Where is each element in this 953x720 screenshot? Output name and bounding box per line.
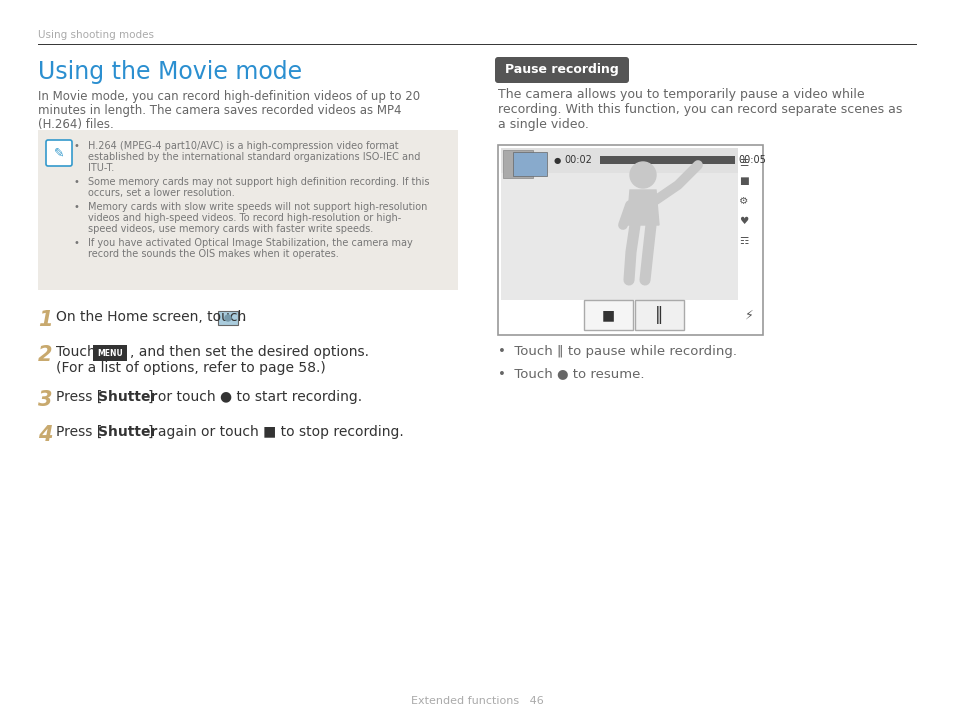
Text: 3: 3 [38, 390, 52, 410]
Text: •: • [74, 141, 80, 151]
Text: ] or touch ● to start recording.: ] or touch ● to start recording. [148, 390, 362, 404]
FancyBboxPatch shape [500, 148, 738, 173]
Text: occurs, set a lower resolution.: occurs, set a lower resolution. [88, 188, 234, 198]
Text: •  Touch ‖ to pause while recording.: • Touch ‖ to pause while recording. [497, 345, 737, 358]
Text: minutes in length. The camera saves recorded videos as MP4: minutes in length. The camera saves reco… [38, 104, 401, 117]
Circle shape [225, 315, 231, 321]
Text: If you have activated Optical Image Stabilization, the camera may: If you have activated Optical Image Stab… [88, 238, 413, 248]
Text: 00:02: 00:02 [563, 155, 591, 165]
Text: Memory cards with slow write speeds will not support high-resolution: Memory cards with slow write speeds will… [88, 202, 427, 212]
FancyBboxPatch shape [92, 345, 127, 361]
Text: Press [: Press [ [56, 390, 102, 404]
Text: •: • [74, 177, 80, 187]
Text: ☶: ☶ [739, 236, 748, 246]
Text: •  Touch ● to resume.: • Touch ● to resume. [497, 367, 644, 380]
Text: , and then set the desired options.: , and then set the desired options. [130, 345, 369, 359]
Circle shape [629, 162, 656, 188]
Text: ●: ● [554, 156, 560, 164]
FancyBboxPatch shape [599, 156, 734, 164]
Text: 1: 1 [38, 310, 52, 330]
Text: ♥: ♥ [739, 216, 748, 226]
Text: ⚡: ⚡ [744, 308, 753, 322]
Text: 00:05: 00:05 [738, 155, 765, 165]
Text: established by the international standard organizations ISO-IEC and: established by the international standar… [88, 152, 420, 162]
Text: Press [: Press [ [56, 425, 102, 439]
Text: (H.264) files.: (H.264) files. [38, 118, 113, 131]
Text: In Movie mode, you can record high-definition videos of up to 20: In Movie mode, you can record high-defin… [38, 90, 419, 103]
Text: 4: 4 [38, 425, 52, 445]
Text: speed videos, use memory cards with faster write speeds.: speed videos, use memory cards with fast… [88, 224, 373, 234]
Text: recording. With this function, you can record separate scenes as: recording. With this function, you can r… [497, 103, 902, 116]
Text: Shutter: Shutter [98, 425, 157, 439]
Polygon shape [626, 190, 659, 225]
FancyBboxPatch shape [513, 152, 546, 176]
Text: ] again or touch ■ to stop recording.: ] again or touch ■ to stop recording. [148, 425, 403, 439]
FancyBboxPatch shape [502, 150, 533, 178]
FancyBboxPatch shape [218, 311, 237, 325]
Text: record the sounds the OIS makes when it operates.: record the sounds the OIS makes when it … [88, 249, 338, 259]
FancyBboxPatch shape [635, 300, 683, 330]
Text: .: . [242, 310, 246, 324]
FancyBboxPatch shape [495, 57, 628, 83]
Text: Shutter: Shutter [98, 390, 157, 404]
Text: Using the Movie mode: Using the Movie mode [38, 60, 302, 84]
Text: ⚙: ⚙ [739, 196, 748, 206]
FancyBboxPatch shape [500, 173, 738, 300]
FancyBboxPatch shape [583, 300, 633, 330]
FancyBboxPatch shape [497, 145, 762, 335]
Text: •: • [74, 202, 80, 212]
Text: a single video.: a single video. [497, 118, 588, 131]
Text: ITU-T.: ITU-T. [88, 163, 114, 173]
Text: Using shooting modes: Using shooting modes [38, 30, 153, 40]
Text: ■: ■ [739, 176, 748, 186]
Text: MENU: MENU [97, 348, 123, 358]
Text: ‖: ‖ [655, 306, 663, 324]
FancyBboxPatch shape [46, 140, 71, 166]
Text: ☰: ☰ [739, 158, 748, 168]
Text: Pause recording: Pause recording [504, 63, 618, 76]
Text: •: • [74, 238, 80, 248]
Text: Extended functions   46: Extended functions 46 [410, 696, 543, 706]
Text: On the Home screen, touch: On the Home screen, touch [56, 310, 246, 324]
Text: videos and high-speed videos. To record high-resolution or high-: videos and high-speed videos. To record … [88, 213, 401, 223]
Text: 2: 2 [38, 345, 52, 365]
Text: H.264 (MPEG-4 part10/AVC) is a high-compression video format: H.264 (MPEG-4 part10/AVC) is a high-comp… [88, 141, 398, 151]
Text: (For a list of options, refer to page 58.): (For a list of options, refer to page 58… [56, 361, 325, 375]
Text: ■: ■ [601, 308, 615, 322]
Text: Touch: Touch [56, 345, 95, 359]
FancyBboxPatch shape [38, 130, 457, 290]
Text: Some memory cards may not support high definition recording. If this: Some memory cards may not support high d… [88, 177, 429, 187]
Text: The camera allows you to temporarily pause a video while: The camera allows you to temporarily pau… [497, 88, 863, 101]
Text: ✎: ✎ [53, 146, 64, 160]
